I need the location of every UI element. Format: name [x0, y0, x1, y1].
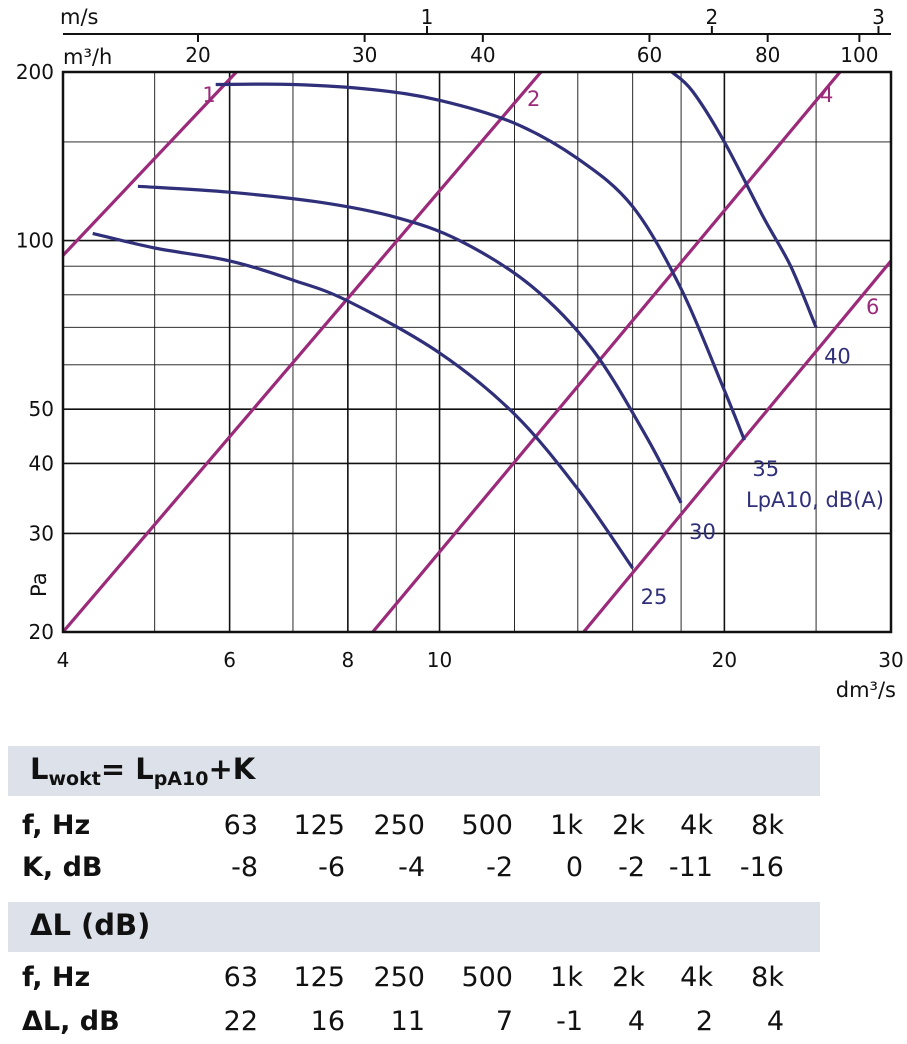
table-cell: 63	[223, 962, 258, 993]
table-cell: -6	[318, 852, 345, 883]
x-tick-label: 20	[712, 648, 737, 672]
duct-line	[582, 259, 891, 632]
duct-line-label: 1	[202, 83, 215, 107]
table-cell: 7	[495, 1006, 513, 1037]
table-cell: 500	[461, 810, 513, 841]
duct-line-label: 2	[527, 87, 540, 111]
table-cell: -4	[398, 852, 425, 883]
top-flow-tick-label: 30	[352, 43, 377, 67]
coefficient-table-title: Lwokt= LpA10+K	[30, 752, 256, 790]
table-cell: 22	[223, 1006, 258, 1037]
top-flow-tick-label: 80	[755, 43, 780, 67]
table-cell: 8k	[751, 810, 784, 841]
top-axis-label-velocity: m/s	[60, 5, 98, 29]
table-cell: 2k	[612, 810, 645, 841]
chart-grid	[63, 72, 891, 632]
coefficient-freq-row: f, Hz 63 125 250 500 1k 2k 4k 8k	[0, 806, 907, 846]
duct-line	[63, 72, 238, 258]
coefficient-value-label: K, dB	[22, 852, 103, 883]
x-tick-label: 6	[223, 648, 236, 672]
table-cell: -16	[739, 852, 784, 883]
x-tick-label: 8	[341, 648, 354, 672]
top-flow-tick-label: 20	[185, 43, 210, 67]
coefficient-value-row: K, dB -8 -6 -4 -2 0 -2 -11 -16	[0, 848, 907, 888]
coefficient-table-header: Lwokt= LpA10+K	[8, 746, 820, 796]
x-tick-label: 10	[427, 648, 452, 672]
table-cell: 250	[373, 962, 425, 993]
top-velocity-tick-label: 1	[421, 5, 434, 29]
duct-line-label: 4	[820, 83, 833, 107]
table-cell: 4k	[680, 962, 713, 993]
table-cell: 4k	[680, 810, 713, 841]
table-cell: 8k	[751, 962, 784, 993]
table-cell: 11	[390, 1006, 425, 1037]
top-flow-tick-label: 100	[840, 43, 878, 67]
fan-curve-label: 35	[752, 457, 779, 481]
attenuation-freq-row: f, Hz 63 125 250 500 1k 2k 4k 8k	[0, 958, 907, 998]
fan-curve	[215, 82, 746, 441]
table-cell: -2	[486, 852, 513, 883]
chart-marks: 1 2 4 6 40 35 30 25	[63, 72, 891, 632]
y-tick-label: 200	[16, 60, 54, 84]
table-cell: 2k	[612, 962, 645, 993]
duct-line	[63, 72, 543, 632]
table-cell: 125	[293, 962, 345, 993]
chart-ticks: 4 6 8 10 20 30 20 30 40 50 100 200 1 2 3 20 30 40 60 80 100	[16, 5, 904, 672]
fan-curve	[670, 72, 818, 328]
table-cell: 0	[565, 852, 583, 883]
y-tick-label: 100	[16, 229, 54, 253]
duct-line-label: 6	[866, 295, 879, 319]
plot-frame	[61, 70, 893, 634]
top-axis-label-flow: m³/h	[63, 45, 112, 69]
attenuation-table-title: ΔL (dB)	[30, 908, 151, 942]
table-cell: 125	[293, 810, 345, 841]
top-velocity-tick-label: 3	[872, 5, 885, 29]
y-axis-label: Pa	[27, 572, 51, 597]
x-tick-label: 4	[57, 648, 70, 672]
top-velocity-tick-label: 2	[705, 5, 718, 29]
table-cell: 2	[695, 1006, 713, 1037]
attenuation-value-row: ΔL, dB 22 16 11 7 -1 4 2 4	[0, 1002, 907, 1042]
table-cell: 16	[310, 1006, 345, 1037]
table-cell: -1	[556, 1006, 583, 1037]
y-tick-label: 40	[29, 451, 54, 475]
table-cell: 63	[223, 810, 258, 841]
table-cell: 4	[766, 1006, 784, 1037]
x-tick-label: 30	[878, 648, 903, 672]
top-flow-tick-label: 40	[470, 43, 495, 67]
top-flow-tick-label: 60	[637, 43, 662, 67]
curve-axis-label: LpA10, dB(A)	[746, 488, 884, 512]
y-tick-label: 50	[29, 397, 54, 421]
coefficient-freq-label: f, Hz	[22, 810, 91, 841]
attenuation-table-header: ΔL (dB)	[8, 902, 820, 952]
attenuation-freq-label: f, Hz	[22, 962, 91, 993]
fan-curve	[92, 231, 635, 570]
table-cell: -11	[668, 852, 713, 883]
fan-curve-label: 25	[641, 585, 668, 609]
table-cell: -2	[618, 852, 645, 883]
table-cell: 4	[627, 1006, 645, 1037]
table-cell: 1k	[550, 962, 583, 993]
fan-curve-label: 40	[824, 344, 851, 368]
y-tick-label: 30	[29, 521, 54, 545]
table-cell: -8	[231, 852, 258, 883]
duct-line	[371, 72, 842, 632]
table-cell: 500	[461, 962, 513, 993]
fan-curve	[137, 184, 683, 504]
table-cell: 1k	[550, 810, 583, 841]
x-axis-label: dm³/s	[836, 678, 896, 700]
fan-curve-label: 30	[689, 520, 716, 544]
attenuation-value-label: ΔL, dB	[22, 1006, 120, 1037]
y-tick-label: 20	[29, 620, 54, 644]
table-cell: 250	[373, 810, 425, 841]
